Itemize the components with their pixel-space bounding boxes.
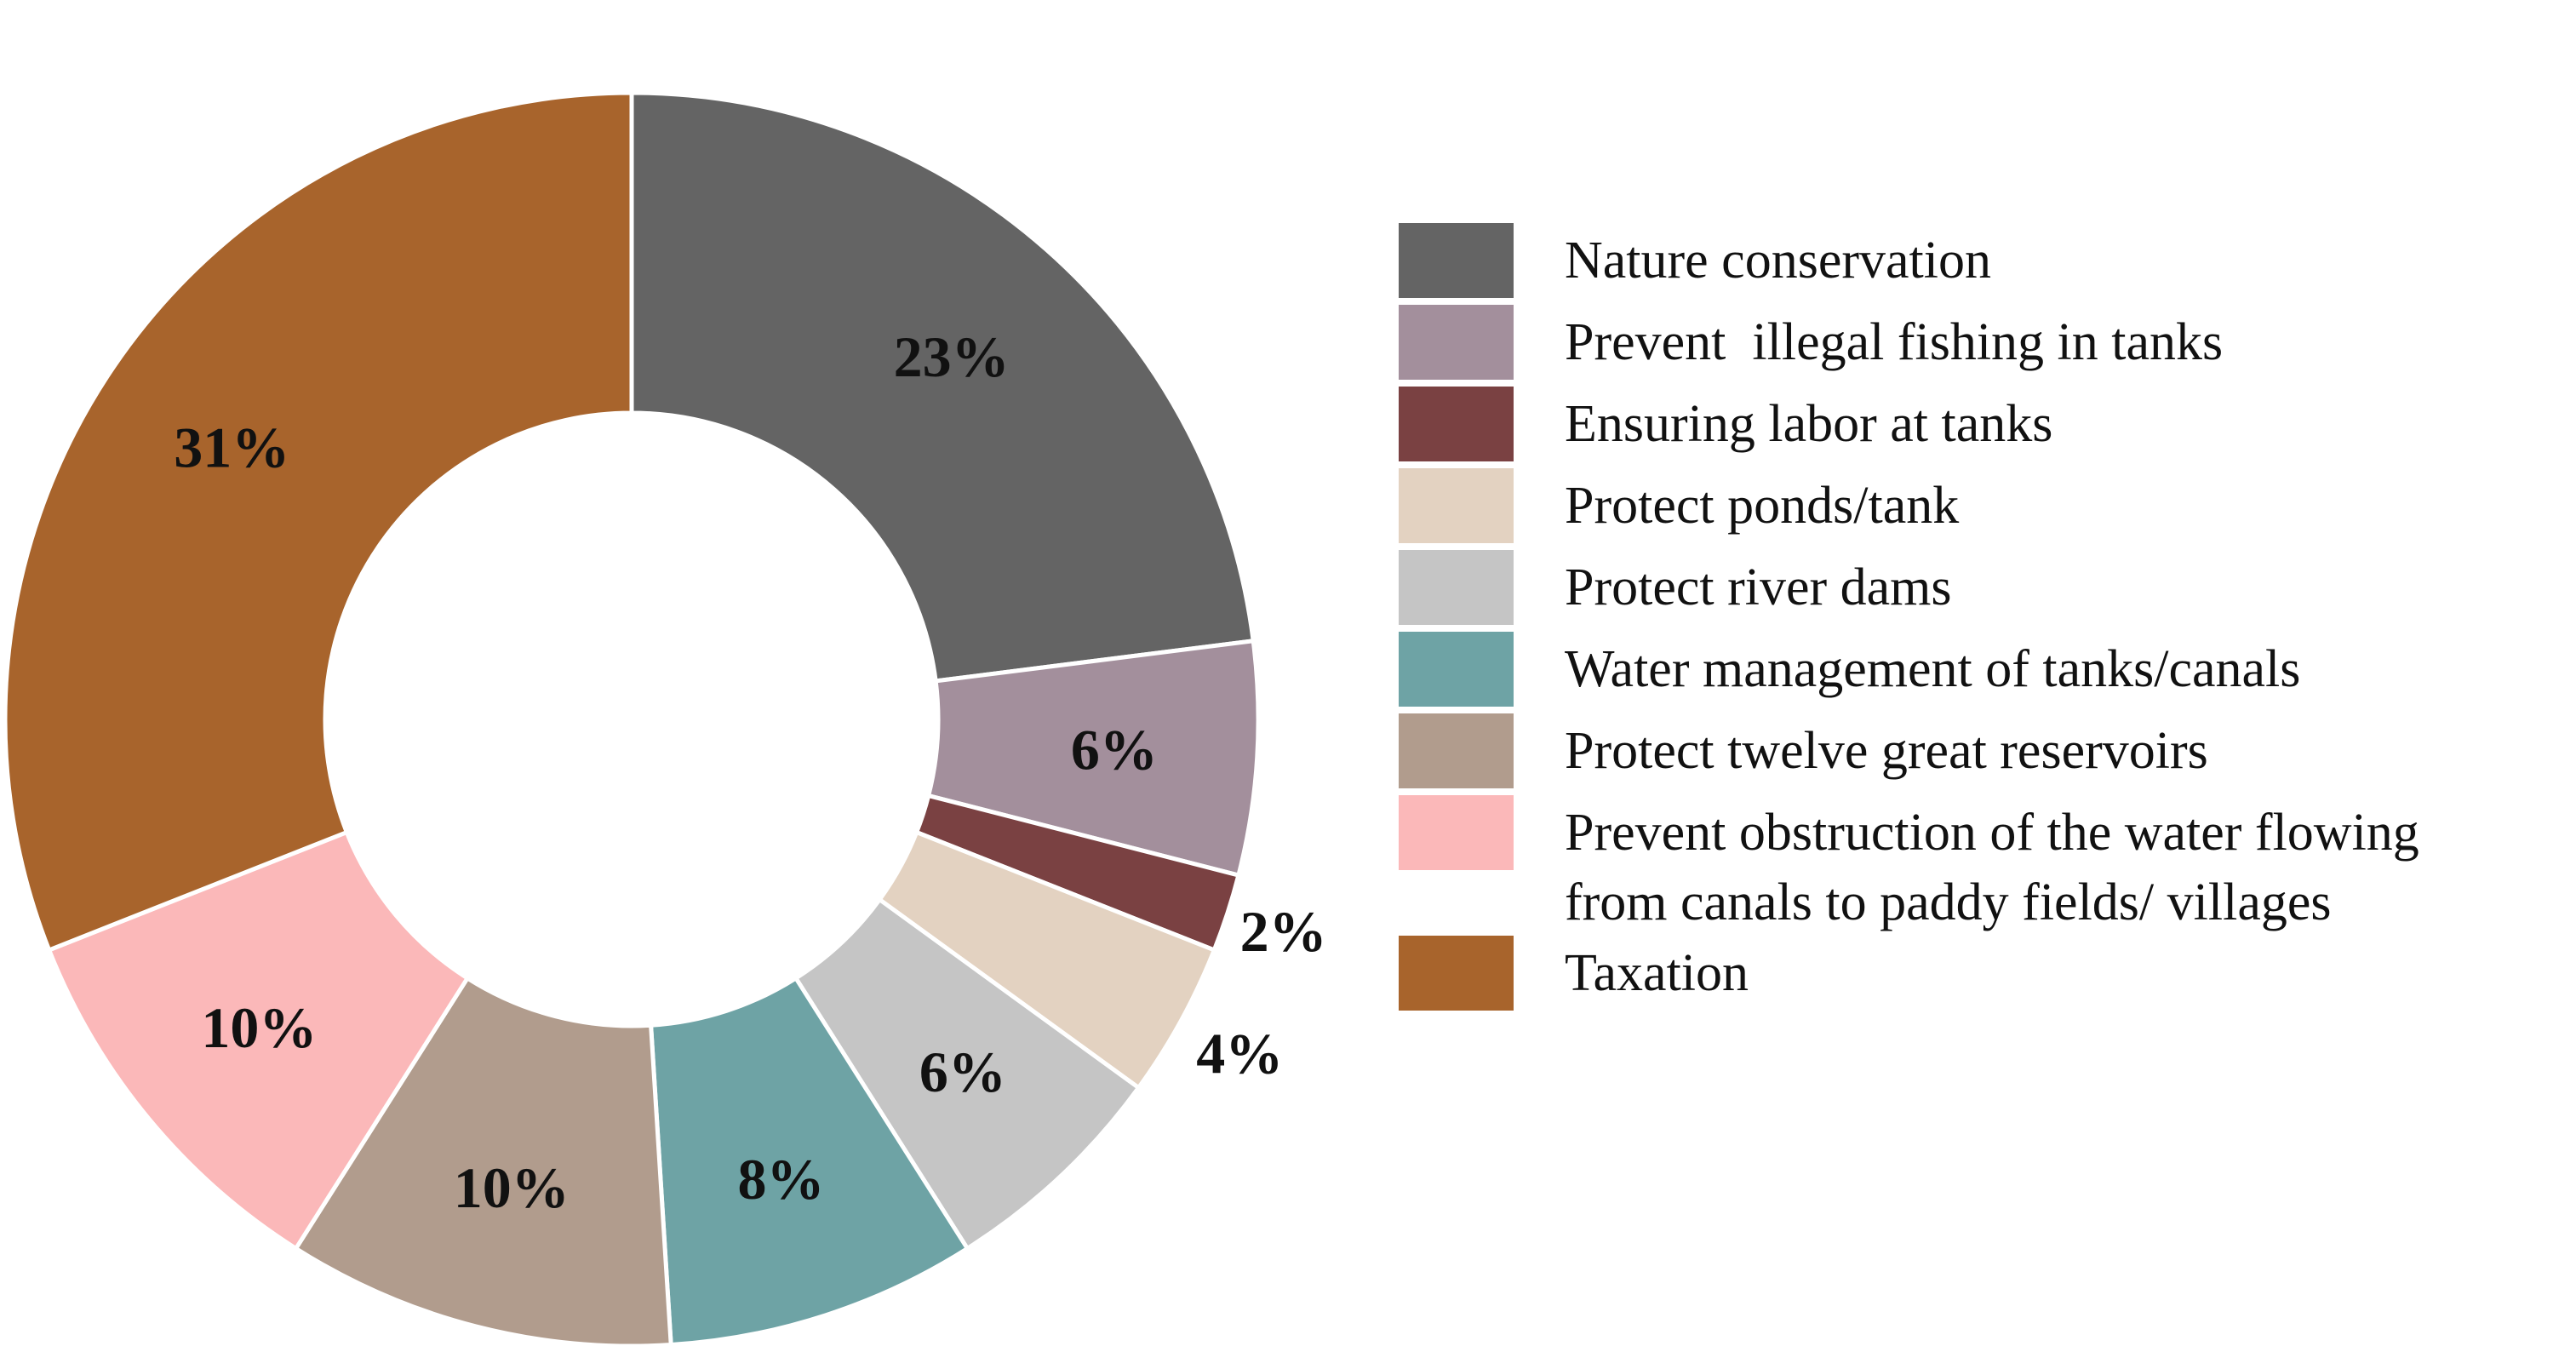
slice-nature-conservation	[629, 90, 1256, 684]
data-label-protect-river-dams: 6%	[919, 1040, 1006, 1104]
legend: Nature conservation Prevent illegal fishi…	[1399, 223, 2419, 1011]
legend-label-taxation: Taxation	[1565, 944, 1749, 1002]
legend-label-nature-conservation: Nature conservation	[1565, 232, 1991, 289]
legend-label-ensuring-labor-at-tanks: Ensuring labor at tanks	[1565, 395, 2052, 453]
legend-swatch-water-management-of-tanks-canals	[1399, 632, 1514, 707]
legend-label-protect-twelve-great-reservoirs: Protect twelve great reservoirs	[1565, 722, 2208, 780]
legend-swatch-protect-river-dams	[1399, 550, 1514, 625]
legend-swatch-prevent-illegal-fishing-in-tanks	[1399, 305, 1514, 380]
legend-swatch-ensuring-labor-at-tanks	[1399, 387, 1514, 461]
data-label-nature-conservation: 23%	[894, 324, 1010, 389]
legend-swatch-protect-ponds-tank	[1399, 468, 1514, 543]
legend-swatch-taxation	[1399, 936, 1514, 1011]
slice-prevent-obstruction-of-the-water-flowing-from-canals-to-paddy-fields-villages	[46, 829, 471, 1252]
data-label-protect-ponds-tank: 4%	[1196, 1022, 1283, 1086]
legend-label-protect-ponds-tank: Protect ponds/tank	[1565, 477, 1959, 535]
data-label-protect-twelve-great-reservoirs: 10%	[454, 1155, 570, 1220]
legend-swatch-protect-twelve-great-reservoirs	[1399, 713, 1514, 788]
data-labels: 23% 6% 2% 4% 6% 8% 10% 10% 31%	[174, 324, 1326, 1220]
data-label-taxation: 31%	[174, 415, 289, 480]
legend-label-water-management-of-tanks-canals: Water management of tanks/canals	[1565, 640, 2300, 698]
legend-swatch-nature-conservation	[1399, 223, 1514, 298]
legend-swatch-prevent-obstruction-of-the-water-flowing-from-canals-to-paddy-fields-villages	[1399, 795, 1514, 870]
data-label-prevent-illegal-fishing-in-tanks: 6%	[1071, 718, 1158, 782]
slice-protect-twelve-great-reservoirs	[293, 975, 673, 1349]
data-label-ensuring-labor-at-tanks: 2%	[1240, 899, 1327, 964]
slice-water-management-of-tanks-canals	[648, 975, 970, 1348]
donut-slices	[3, 90, 1261, 1349]
legend-label-prevent-obstruction-of-the-water-flowing-from-canals-to-paddy-fields-villages: Prevent obstruction of the water flowing…	[1565, 804, 2419, 931]
legend-label-prevent-illegal-fishing-in-tanks: Prevent illegal fishing in tanks	[1565, 313, 2223, 371]
legend-label-protect-river-dams: Protect river dams	[1565, 558, 1952, 616]
data-label-prevent-obstruction-of-the-water-flowing-from-canals-to-paddy-fields-villages: 10%	[201, 995, 317, 1060]
slice-taxation	[3, 90, 634, 954]
data-label-water-management-of-tanks-canals: 8%	[738, 1147, 825, 1211]
